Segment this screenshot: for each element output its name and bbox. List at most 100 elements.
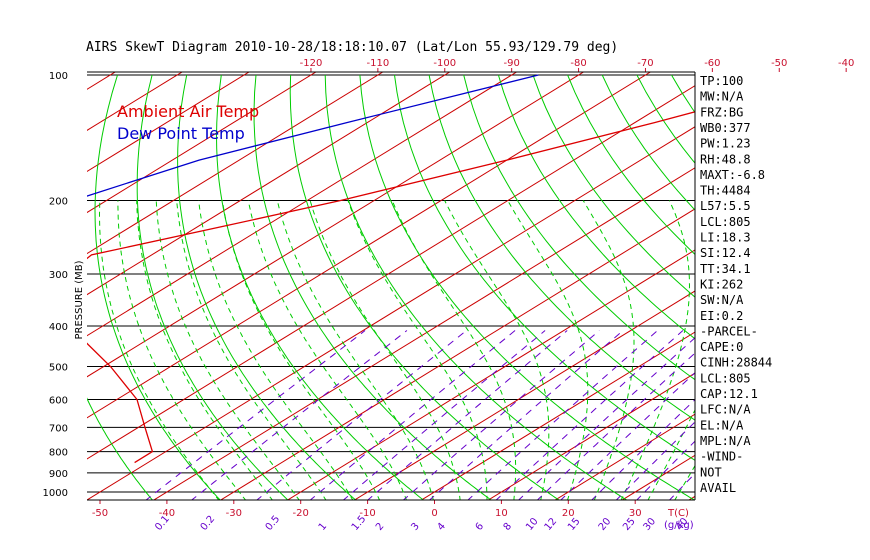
isotherm-line xyxy=(87,72,518,337)
index-entry: CAPE:0 xyxy=(700,340,743,354)
dry-adiabat-line xyxy=(741,75,870,501)
pressure-tick-label: 1000 xyxy=(43,488,68,499)
index-entry: LCL:805 xyxy=(700,371,751,385)
dry-adiabat-line xyxy=(845,75,870,501)
index-entry: SW:N/A xyxy=(700,293,744,307)
pressure-tick-label: 900 xyxy=(49,469,68,480)
mixing-ratio-line xyxy=(428,330,624,500)
bottom-temp-tick-label: 30 xyxy=(629,508,642,519)
index-entry: WB0:377 xyxy=(700,121,751,135)
dry-adiabat-line xyxy=(359,74,695,500)
dry-adiabat-line xyxy=(136,74,289,500)
mixing-ratio-tick-label: 0.2 xyxy=(199,514,218,533)
top-temp-tick-label: -60 xyxy=(704,58,720,69)
isotherm-line xyxy=(87,72,652,419)
dry-adiabat-line xyxy=(810,75,870,501)
pressure-tick-label: 400 xyxy=(49,322,68,333)
chart-title: AIRS SkewT Diagram 2010-10-28/18:18:10.0… xyxy=(86,40,618,55)
pressure-tick-label: 100 xyxy=(49,71,68,82)
mixing-ratio-unit-label: (g/kg) xyxy=(664,520,694,531)
dry-adiabat-line xyxy=(394,74,695,461)
dry-adiabat-line xyxy=(253,74,493,500)
isotherm-line xyxy=(487,372,695,500)
index-entry: TT:34.1 xyxy=(700,262,751,276)
dry-adiabat-line xyxy=(289,74,560,500)
moist-adiabat-line xyxy=(176,200,327,500)
dry-adiabat-line xyxy=(87,397,154,500)
mixing-ratio-tick-label: 8 xyxy=(502,521,515,533)
mixing-ratio-line xyxy=(536,352,695,500)
temp-unit-label: T(C) xyxy=(667,508,689,519)
top-temp-tick-label: -70 xyxy=(637,58,653,69)
isotherm-line xyxy=(87,72,451,296)
dry-adiabat-line xyxy=(324,74,628,500)
bottom-temp-tick-label: 20 xyxy=(562,508,575,519)
mixing-ratio-tick-label: 30 xyxy=(641,516,658,533)
bottom-temp-axis: -50 -40 -30 -20 -10 0 10 20 30 xyxy=(92,500,642,519)
index-entry: CINH:28844 xyxy=(700,356,772,370)
top-temp-tick-label: -110 xyxy=(367,58,390,69)
mixing-ratio-line xyxy=(495,330,684,500)
isotherm-line xyxy=(87,72,317,214)
moist-adiabat-line xyxy=(444,200,550,500)
bottom-temp-tick-label: -10 xyxy=(359,508,375,519)
mixing-ratio-tick-label: 4 xyxy=(435,521,448,533)
index-entry: L57:5.5 xyxy=(700,199,751,213)
dry-adiabat-line xyxy=(636,74,695,164)
isotherm-line xyxy=(152,167,695,500)
dry-adiabat-line xyxy=(177,74,357,500)
pressure-axis: 100 200 300 400 500 600 700 800 900 1000 xyxy=(43,71,68,499)
moist-adiabat-line xyxy=(309,200,461,500)
plot-area xyxy=(0,66,870,501)
isotherm-line xyxy=(755,66,870,501)
legend-ambient-air-temp: Ambient Air Temp xyxy=(117,102,259,121)
index-entry: MAXT:-6.8 xyxy=(700,168,765,182)
dry-adiabat-line xyxy=(215,74,425,500)
bottom-temp-tick-label: -20 xyxy=(293,508,309,519)
mixing-ratio-line xyxy=(145,330,366,500)
dew-point-temp-series xyxy=(87,74,539,197)
moist-adiabat-line xyxy=(620,200,691,500)
isotherm-line xyxy=(822,66,870,501)
index-entry: KI:262 xyxy=(700,277,743,291)
mixing-ratio-line xyxy=(256,330,467,500)
moist-adiabat-line xyxy=(582,200,635,500)
dry-adiabat-line xyxy=(94,74,221,500)
pressure-tick-label: 500 xyxy=(49,362,68,373)
bottom-temp-tick-label: 0 xyxy=(431,508,437,519)
pressure-tick-label: 700 xyxy=(49,423,68,434)
moist-adiabat-line xyxy=(507,200,589,500)
mixing-ratio-line xyxy=(467,330,658,500)
dry-adiabat-line xyxy=(532,74,695,298)
index-entry: SI:12.4 xyxy=(700,246,751,260)
isotherm-line xyxy=(0,66,58,501)
isotherm-line xyxy=(219,208,695,500)
dry-adiabat-line xyxy=(567,74,695,256)
pressure-tick-label: 300 xyxy=(49,270,68,281)
index-entry: FRZ:BG xyxy=(700,105,743,119)
mixing-ratio-tick-label: 12 xyxy=(543,516,560,533)
mixing-ratio-line xyxy=(367,330,568,500)
mixing-ratio-line xyxy=(342,330,546,500)
isotherm-line xyxy=(420,331,695,500)
moist-adiabat-line xyxy=(136,200,273,500)
moist-adiabat-line xyxy=(391,200,517,500)
mixing-ratio-line xyxy=(190,330,408,500)
index-entry: CAP:12.1 xyxy=(700,387,758,401)
mixing-ratio-tick-label: 3 xyxy=(409,521,422,533)
bottom-temp-tick-label: -40 xyxy=(159,508,175,519)
top-temp-tick-label: -50 xyxy=(771,58,787,69)
mixing-ratio-tick-label: 1 xyxy=(317,521,330,533)
mixing-ratio-lines xyxy=(145,330,695,500)
mixing-ratio-tick-label: 0.5 xyxy=(264,514,283,533)
y-axis-label: PRESSURE (MB) xyxy=(74,260,85,339)
isotherm-line xyxy=(87,72,585,378)
index-entry: AVAIL xyxy=(700,481,736,495)
dry-adiabats xyxy=(87,74,870,501)
index-entry: EL:N/A xyxy=(700,418,744,432)
legend-dew-point-temp: Dew Point Temp xyxy=(117,124,245,143)
pressure-tick-label: 200 xyxy=(49,197,68,208)
dry-adiabat-line xyxy=(428,74,695,421)
index-entry: TH:4484 xyxy=(700,184,751,198)
